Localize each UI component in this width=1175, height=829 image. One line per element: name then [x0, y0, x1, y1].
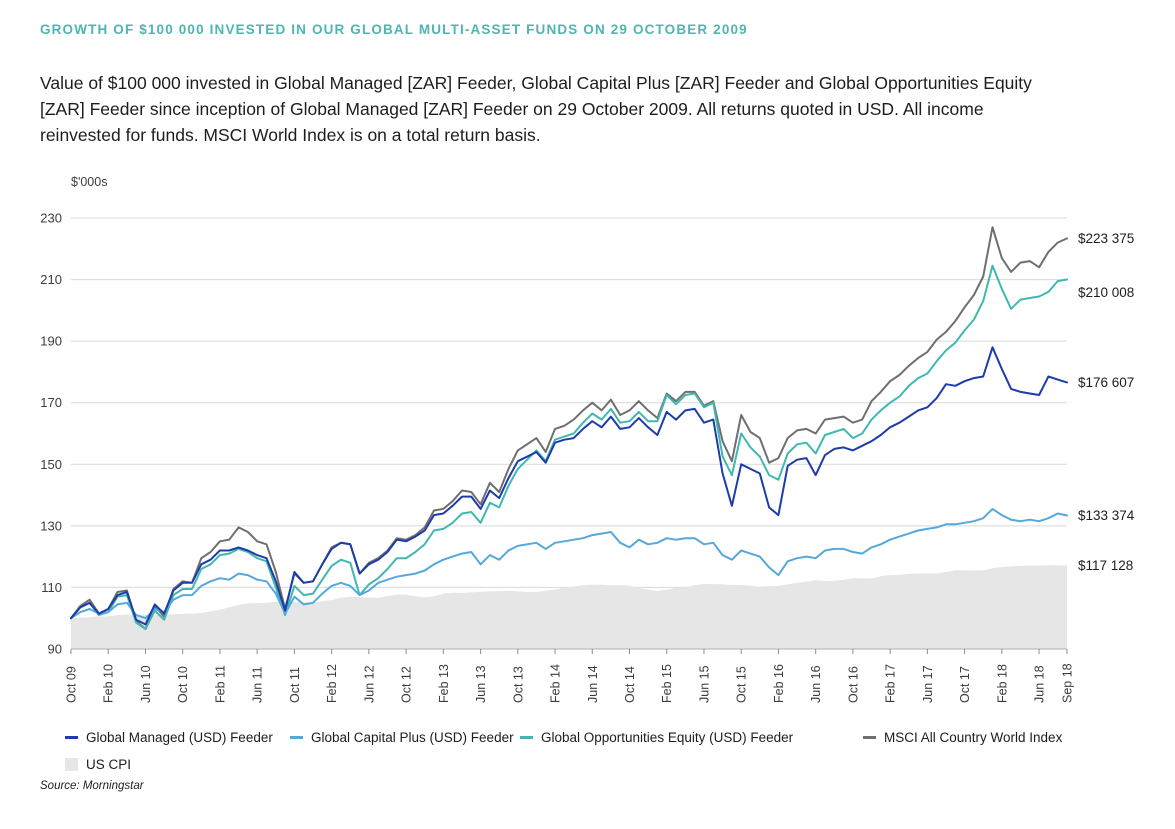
legend-item-global-opportunities-equity-usd-feeder: Global Opportunities Equity (USD) Feeder	[520, 729, 793, 745]
series-end-value-label: $176 607	[1078, 375, 1134, 390]
legend-label: Global Managed (USD) Feeder	[86, 729, 273, 745]
chart-legend: Global Managed (USD) Feeder Global Capita…	[0, 729, 1175, 789]
y-tick-label: 210	[40, 272, 62, 287]
y-tick-label: 90	[48, 642, 62, 657]
legend-swatch-line	[520, 735, 533, 739]
x-tick-label: Jun 16	[809, 665, 823, 703]
x-tick-label: Oct 13	[511, 666, 525, 703]
x-tick-label: Oct 17	[958, 666, 972, 703]
x-tick-label: Feb 10	[102, 664, 116, 703]
x-tick-label: Feb 14	[549, 664, 563, 703]
legend-label: US CPI	[86, 756, 132, 772]
x-tick-label: Jun 14	[586, 665, 600, 703]
legend-swatch-line	[863, 735, 876, 739]
series-line-global-managed-usd-feeder	[70, 346, 1068, 626]
x-tick-label: Jun 17	[921, 665, 935, 703]
x-tick-label: Jun 13	[474, 665, 488, 703]
x-tick-label: Jun 18	[1033, 665, 1047, 703]
series-end-value-label: $133 374	[1078, 508, 1135, 523]
series-end-value-label: $210 008	[1078, 285, 1134, 300]
legend-item-us-cpi: US CPI	[65, 756, 131, 772]
x-tick-label: Oct 10	[176, 666, 190, 703]
legend-item-msci-all-country-world-index: MSCI All Country World Index	[863, 729, 1062, 745]
y-tick-label: 190	[40, 334, 62, 349]
x-tick-label: Feb 13	[437, 664, 451, 703]
x-tick-label: Oct 11	[288, 667, 302, 703]
x-tick-label: Jun 12	[362, 665, 376, 703]
page-title: GROWTH OF $100 000 INVESTED IN OUR GLOBA…	[40, 22, 748, 37]
series-line-msci-all-country-world-index	[70, 226, 1068, 630]
legend-swatch-square	[65, 757, 78, 771]
legend-label: Global Opportunities Equity (USD) Feeder	[541, 729, 794, 745]
x-tick-label: Oct 15	[735, 666, 749, 703]
y-tick-label: 150	[40, 457, 62, 472]
x-tick-label: Feb 11	[213, 665, 227, 703]
x-tick-label: Jun 11	[251, 666, 265, 703]
chart-description: Value of $100 000 invested in Global Man…	[40, 73, 1032, 145]
legend-label: MSCI All Country World Index	[884, 729, 1063, 745]
area-us-cpi	[71, 565, 1067, 649]
x-tick-label: Jun 10	[139, 665, 153, 703]
x-tick-label: Feb 17	[884, 664, 898, 703]
x-tick-label: Feb 15	[660, 664, 674, 703]
x-tick-label: Jun 15	[697, 665, 711, 703]
series-end-value-label: $223 375	[1078, 231, 1134, 246]
legend-item-global-capital-plus-usd-feeder: Global Capital Plus (USD) Feeder	[290, 729, 514, 745]
series-line-global-capital-plus-usd-feeder	[70, 507, 1068, 620]
y-tick-label: 110	[41, 580, 62, 595]
series-end-value-label: $117 128	[1078, 558, 1133, 573]
x-tick-label: Feb 12	[325, 664, 339, 703]
source-note: Source: Morningstar	[40, 780, 144, 792]
y-axis-unit-label: $'000s	[71, 175, 107, 189]
x-tick-label: Oct 09	[65, 666, 79, 703]
legend-label: Global Capital Plus (USD) Feeder	[311, 729, 514, 745]
x-tick-label: Oct 16	[846, 666, 860, 703]
legend-swatch-line	[65, 735, 78, 739]
x-tick-label: Oct 14	[623, 666, 637, 703]
x-tick-label: Feb 18	[995, 664, 1009, 703]
series-line-global-opportunities-equity-usd-feeder	[70, 264, 1068, 630]
x-tick-label: Sep 18	[1061, 663, 1075, 703]
y-tick-label: 170	[40, 395, 62, 410]
x-tick-label: Oct 12	[400, 666, 414, 703]
y-tick-label: 230	[40, 211, 62, 226]
y-tick-label: 130	[40, 518, 62, 533]
legend-item-global-managed-usd-feeder: Global Managed (USD) Feeder	[65, 729, 273, 745]
legend-swatch-line	[290, 735, 303, 739]
x-tick-label: Feb 16	[772, 664, 786, 703]
